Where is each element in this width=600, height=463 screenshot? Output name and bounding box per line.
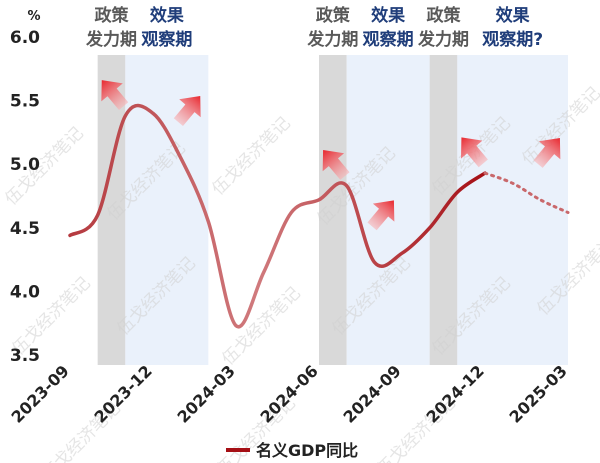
band-label-effect: 效果	[496, 5, 530, 26]
band-policy	[319, 55, 347, 365]
x-tick-label: 2023-12	[90, 361, 155, 426]
x-tick-label: 2025-03	[505, 361, 570, 426]
arrow-shape	[460, 137, 488, 168]
x-tick-label: 2024-12	[422, 361, 487, 426]
arrow-shape	[101, 80, 129, 110]
watermark-text: 伍戈经济笔记	[218, 283, 304, 369]
arrow-shape	[322, 150, 350, 180]
arrow-shape	[173, 96, 201, 126]
y-tick-label: 5.5	[10, 92, 40, 112]
band-label-policy: 发力期	[306, 29, 358, 50]
band-label-policy: 发力期	[85, 29, 137, 50]
y-tick-label: 3.5	[10, 346, 40, 366]
x-tick-label: 2024-09	[339, 361, 404, 426]
arrow-shape	[367, 200, 395, 231]
band-label-policy: 政策	[316, 5, 351, 26]
arrow-down	[367, 200, 395, 231]
legend: 名义GDP同比	[226, 441, 358, 460]
band-label-policy: 政策	[95, 5, 130, 26]
arrow-shape	[533, 138, 561, 168]
y-tick-label: 4.5	[10, 219, 40, 239]
y-tick-label: 6.0	[10, 28, 40, 48]
band-label-policy: 发力期	[417, 29, 469, 50]
y-unit: %	[27, 9, 40, 24]
y-tick-label: 4.0	[10, 282, 40, 302]
band-label-effect: 效果	[371, 5, 405, 26]
series-line-actual	[68, 103, 487, 329]
arrow-up	[460, 137, 488, 168]
series-line-forecast	[483, 171, 570, 214]
band-label-effect: 观察期?	[481, 29, 543, 50]
arrow-down	[173, 96, 201, 126]
band-effect	[457, 55, 568, 365]
legend-label: 名义GDP同比	[256, 441, 358, 460]
y-axis: % 3.5 4.0 4.5 5.0 5.5 6.0	[10, 9, 41, 366]
x-tick-label: 2024-03	[173, 361, 238, 426]
y-tick-label: 5.0	[10, 155, 40, 175]
band-label-effect: 效果	[150, 5, 184, 26]
arrow-layer	[101, 80, 561, 231]
band-label-effect: 观察期	[362, 29, 414, 50]
band-label-effect: 观察期	[140, 29, 192, 50]
watermark-text: 伍戈经济笔记	[208, 113, 294, 199]
x-tick-label: 2023-09	[7, 361, 72, 426]
arrow-up	[101, 80, 129, 110]
arrow-up	[322, 150, 350, 180]
series-layer	[68, 103, 570, 329]
band-label-policy: 政策	[427, 5, 462, 26]
arrow-down	[533, 138, 561, 168]
